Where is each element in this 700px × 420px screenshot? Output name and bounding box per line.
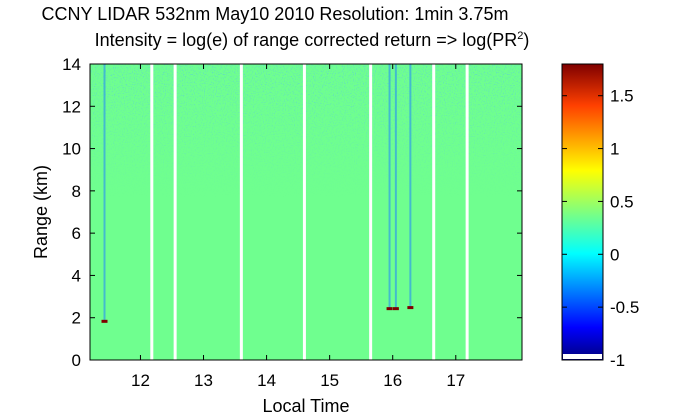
y-tick-label: 2 xyxy=(72,309,81,328)
x-tick-label: 14 xyxy=(257,371,276,390)
x-tick-label: 13 xyxy=(194,371,213,390)
colorbar-nodata xyxy=(563,354,602,359)
subtitle-superscript: 2 xyxy=(517,30,524,42)
noise-speckle xyxy=(90,64,522,360)
y-tick-label: 0 xyxy=(72,351,81,370)
x-axis: 12 13 14 15 16 17 xyxy=(131,64,465,390)
data-gap-1 xyxy=(173,64,177,360)
colorbar-scale xyxy=(561,63,604,361)
colorbar: 1.5 1 0.5 0 -0.5 -1 xyxy=(561,63,639,370)
y-tick-label: 14 xyxy=(62,55,81,74)
x-axis-label: Local Time xyxy=(262,396,349,416)
colorbar-ticks: 1.5 1 0.5 0 -0.5 -1 xyxy=(562,87,639,370)
data-gap-0 xyxy=(150,64,154,360)
y-tick-label: 6 xyxy=(72,224,81,243)
cloud-features xyxy=(101,64,414,323)
colorbar-tick-label: -0.5 xyxy=(610,298,639,317)
colorbar-tick-label: 1 xyxy=(610,140,619,159)
chart-subtitle: Intensity = log(e) of range corrected re… xyxy=(0,30,662,50)
x-tick-label: 12 xyxy=(131,371,150,390)
x-tick-label: 17 xyxy=(446,371,465,390)
cloud-feature-2 xyxy=(392,307,399,311)
cloud-feature-3 xyxy=(407,306,414,310)
plot-area xyxy=(89,63,523,361)
data-gap-4 xyxy=(369,64,373,360)
y-tick-label: 10 xyxy=(62,140,81,159)
colorbar-tick-label: 0.5 xyxy=(610,192,634,211)
data-gap-5 xyxy=(432,64,436,360)
y-tick-label: 12 xyxy=(62,97,81,116)
colorbar-tick-label: -1 xyxy=(610,351,625,370)
subtitle-text: Intensity = log(e) of range corrected re… xyxy=(94,30,518,50)
data-gap-6 xyxy=(465,64,469,360)
chart-title: CCNY LIDAR 532nm May10 2010 Resolution: … xyxy=(41,4,509,24)
plot-frame xyxy=(89,63,523,361)
colorbar-tick-label: 0 xyxy=(610,245,619,264)
y-tick-label: 8 xyxy=(72,182,81,201)
y-tick-label: 4 xyxy=(72,266,81,285)
x-tick-label: 15 xyxy=(320,371,339,390)
y-axis: 0 2 4 6 8 10 12 14 xyxy=(62,55,522,370)
data-gap-2 xyxy=(239,64,243,360)
y-axis-label: Range (km) xyxy=(31,165,51,259)
subtitle-close: ) xyxy=(523,30,530,50)
data-gaps xyxy=(150,64,469,360)
colorbar-tick-label: 1.5 xyxy=(610,87,634,106)
cloud-feature-0 xyxy=(101,319,108,323)
data-gap-3 xyxy=(302,64,306,360)
x-tick-label: 16 xyxy=(383,371,402,390)
cloud-feature-1 xyxy=(386,307,393,311)
